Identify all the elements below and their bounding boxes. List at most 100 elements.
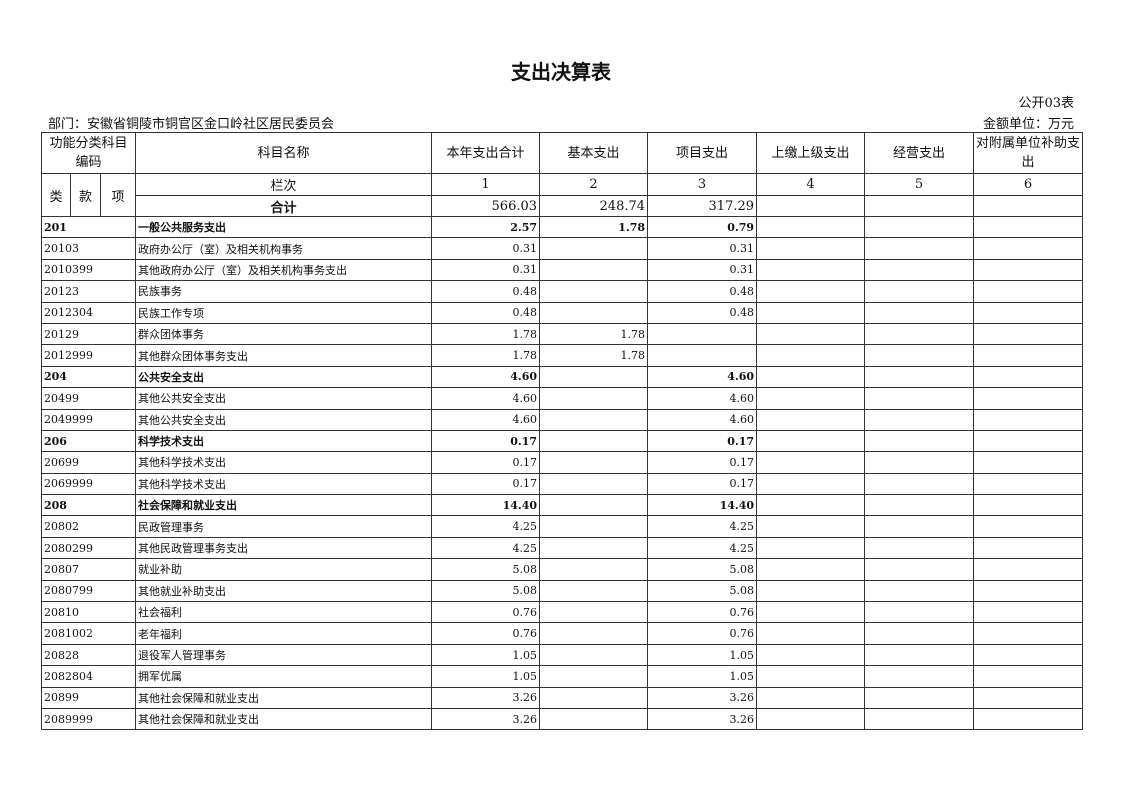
row-name: 其他民政管理事务支出 [135, 536, 433, 560]
row-name: 科学技术支出 [135, 429, 433, 453]
row-project [647, 322, 758, 346]
row-upper [756, 601, 866, 624]
row-name: 其他科学技术支出 [135, 472, 433, 496]
table-row: 20129 群众团体事务 1.78 1.78 [40, 322, 1084, 346]
row-basic [539, 365, 649, 389]
row-basic [539, 707, 649, 731]
row-subsidy [973, 344, 1084, 367]
row-upper [756, 408, 866, 431]
row-business [864, 215, 975, 239]
row-upper [756, 387, 866, 410]
row-upper [756, 322, 866, 346]
row-code: 2082804 [40, 665, 137, 688]
row-name: 拥军优属 [135, 665, 433, 688]
total-business [864, 195, 975, 217]
row-upper [756, 301, 866, 324]
row-project [647, 344, 758, 367]
row-upper [756, 215, 866, 239]
row-basic [539, 237, 649, 260]
table-row: 2080799 其他就业补助支出 5.08 5.08 [40, 579, 1084, 603]
row-business [864, 387, 975, 410]
row-project: 5.08 [647, 579, 758, 603]
table-row: 2069999 其他科学技术支出 0.17 0.17 [40, 472, 1084, 496]
row-subsidy [973, 472, 1084, 496]
column-number: 5 [864, 173, 975, 196]
row-subsidy [973, 322, 1084, 346]
row-name: 就业补助 [135, 558, 433, 581]
row-total: 0.31 [431, 237, 541, 260]
row-code: 20129 [40, 322, 137, 346]
header-subsidy: 对附属单位补助支出 [973, 132, 1084, 174]
row-subsidy [973, 558, 1084, 581]
row-subsidy [973, 280, 1084, 303]
row-subsidy [973, 622, 1084, 645]
total-upper [756, 195, 866, 217]
row-name: 社会福利 [135, 601, 433, 624]
row-total: 1.78 [431, 322, 541, 346]
column-number: 1 [431, 173, 541, 196]
row-project: 5.08 [647, 558, 758, 581]
row-basic [539, 665, 649, 688]
row-project: 3.26 [647, 707, 758, 731]
row-code: 206 [40, 429, 137, 453]
row-total: 4.25 [431, 536, 541, 560]
table-row: 2080299 其他民政管理事务支出 4.25 4.25 [40, 536, 1084, 560]
row-code: 20899 [40, 686, 137, 709]
row-business [864, 622, 975, 645]
row-business [864, 601, 975, 624]
row-code: 20807 [40, 558, 137, 581]
row-basic: 1.78 [539, 344, 649, 367]
row-name: 其他群众团体事务支出 [135, 344, 433, 367]
row-name: 群众团体事务 [135, 322, 433, 346]
row-project: 0.31 [647, 258, 758, 282]
row-basic [539, 515, 649, 538]
row-subsidy [973, 686, 1084, 709]
row-upper [756, 622, 866, 645]
row-upper [756, 665, 866, 688]
row-total: 5.08 [431, 579, 541, 603]
row-total: 3.26 [431, 707, 541, 731]
row-business [864, 344, 975, 367]
row-business [864, 579, 975, 603]
row-code: 2080799 [40, 579, 137, 603]
row-business [864, 707, 975, 731]
row-code: 20499 [40, 387, 137, 410]
row-name: 其他公共安全支出 [135, 387, 433, 410]
row-code: 208 [40, 494, 137, 517]
row-project: 4.25 [647, 536, 758, 560]
row-total: 0.17 [431, 472, 541, 496]
row-subsidy [973, 643, 1084, 667]
row-subsidy [973, 301, 1084, 324]
row-business [864, 408, 975, 431]
total-row: 合计 566.03 248.74 317.29 [42, 195, 1084, 217]
table-row: 20828 退役军人管理事务 1.05 1.05 [40, 643, 1084, 667]
row-total: 0.17 [431, 429, 541, 453]
row-project: 4.60 [647, 387, 758, 410]
row-upper [756, 258, 866, 282]
row-code: 20810 [40, 601, 137, 624]
row-total: 0.17 [431, 451, 541, 474]
row-business [864, 472, 975, 496]
row-business [864, 280, 975, 303]
row-project: 0.48 [647, 301, 758, 324]
row-subsidy [973, 365, 1084, 389]
row-total: 0.31 [431, 258, 541, 282]
row-upper [756, 451, 866, 474]
row-project: 0.17 [647, 472, 758, 496]
row-basic [539, 280, 649, 303]
row-basic [539, 643, 649, 667]
header-name: 科目名称 [135, 132, 433, 174]
header-project: 项目支出 [647, 132, 758, 174]
row-upper [756, 365, 866, 389]
table-row: 208 社会保障和就业支出 14.40 14.40 [40, 494, 1084, 517]
department-label: 部门：安徽省铜陵市铜官区金口岭社区居民委员会 [48, 117, 335, 132]
row-basic [539, 558, 649, 581]
table-row: 2012999 其他群众团体事务支出 1.78 1.78 [40, 344, 1084, 367]
row-business [864, 258, 975, 282]
row-name: 民政管理事务 [135, 515, 433, 538]
row-subsidy [973, 429, 1084, 453]
row-code: 2012304 [40, 301, 137, 324]
row-basic [539, 451, 649, 474]
row-business [864, 365, 975, 389]
row-project: 4.25 [647, 515, 758, 538]
